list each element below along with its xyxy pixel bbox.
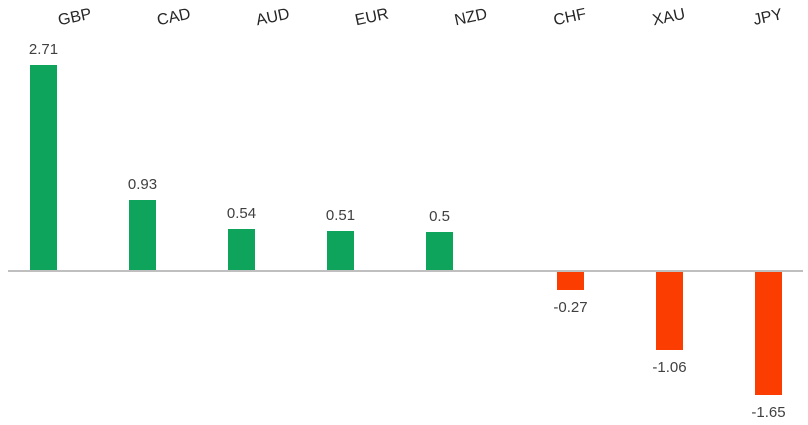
category-label: NZD xyxy=(452,5,489,30)
value-label: 0.93 xyxy=(127,176,158,193)
bar-nzd xyxy=(426,232,453,270)
category-label: CAD xyxy=(155,5,192,30)
bar-aud xyxy=(228,229,255,270)
bar-cad xyxy=(129,200,156,270)
category-label: AUD xyxy=(254,5,291,30)
category-label: EUR xyxy=(353,5,390,30)
category-label: CHF xyxy=(551,5,588,30)
category-label: JPY xyxy=(751,6,784,29)
value-label: 0.5 xyxy=(429,208,450,225)
category-label: XAU xyxy=(650,5,687,30)
value-label: -1.06 xyxy=(652,359,687,376)
value-label: -0.27 xyxy=(553,299,588,316)
bar-jpy xyxy=(755,272,782,395)
value-label: 0.54 xyxy=(226,205,257,222)
value-label: 0.51 xyxy=(325,207,356,224)
value-label: 2.71 xyxy=(28,41,59,58)
bar-gbp xyxy=(30,65,57,270)
bar-chf xyxy=(557,272,584,290)
category-label: GBP xyxy=(56,5,93,30)
zero-axis-line xyxy=(8,270,803,272)
bar-eur xyxy=(327,231,354,270)
value-label: -1.65 xyxy=(751,404,786,421)
bar-xau xyxy=(656,272,683,350)
